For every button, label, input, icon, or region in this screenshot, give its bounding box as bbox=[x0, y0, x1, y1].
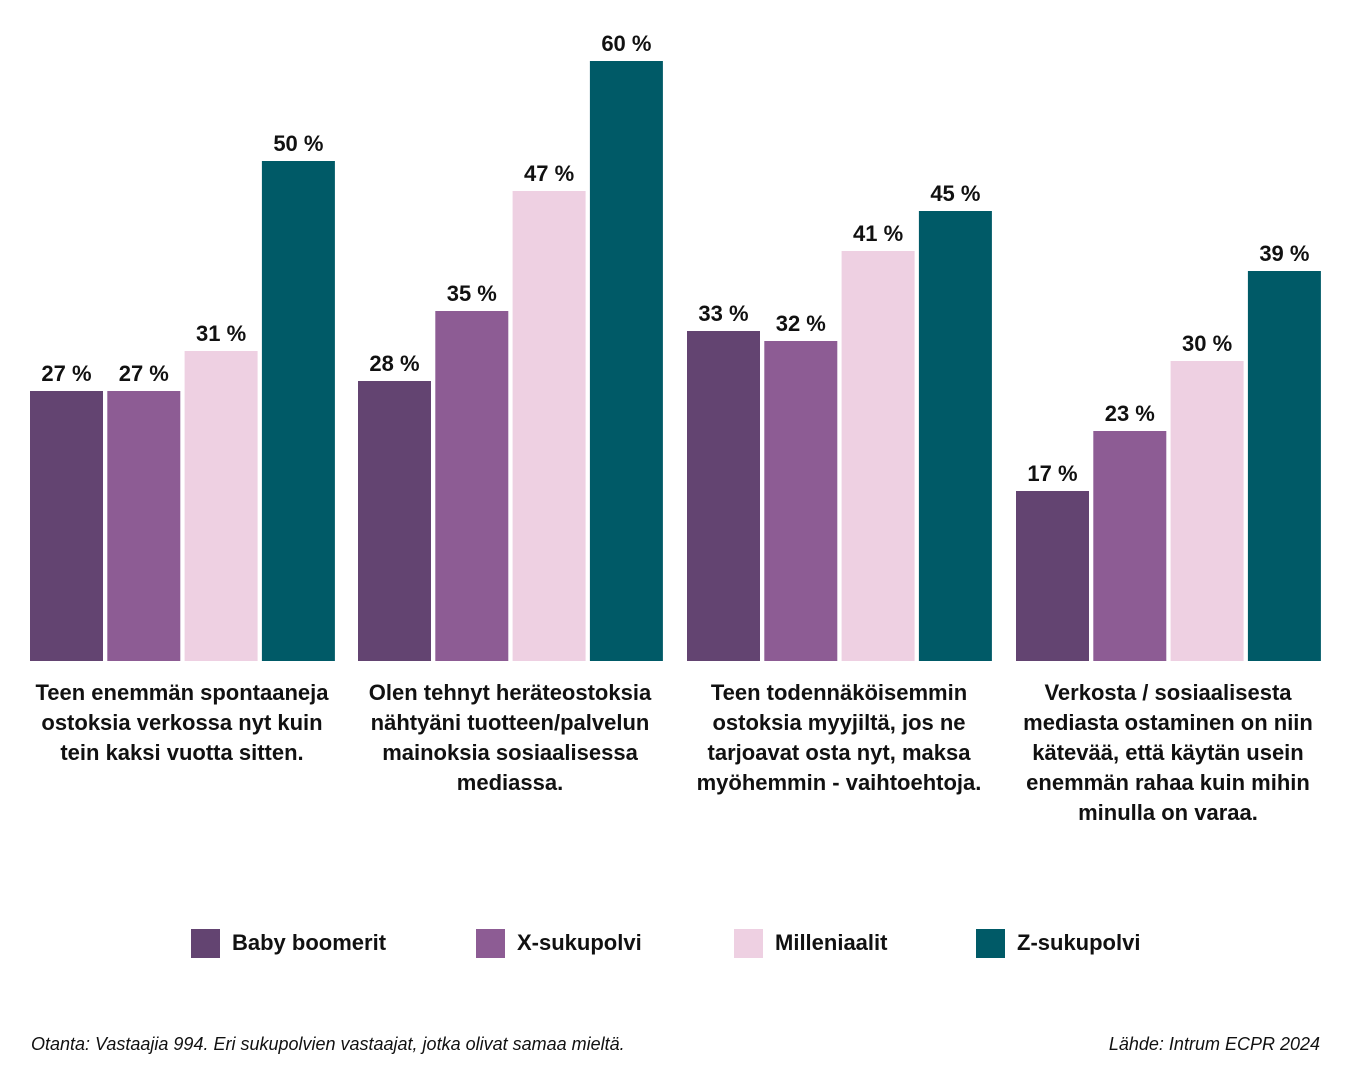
legend: Baby boomerit X-sukupolvi Milleniaalit Z… bbox=[0, 928, 1350, 958]
bar-z-sukupolvi-cat1 bbox=[261, 161, 335, 661]
legend-label: Baby boomerit bbox=[232, 930, 387, 955]
source-note: Lähde: Intrum ECPR 2024 bbox=[1108, 1034, 1320, 1054]
data-label: 60 % bbox=[601, 31, 651, 56]
bar-baby-boomerit-cat3 bbox=[687, 331, 760, 661]
data-label: 30 % bbox=[1182, 331, 1232, 356]
legend-swatch bbox=[476, 928, 505, 958]
data-label: 35 % bbox=[447, 281, 497, 306]
data-label: 45 % bbox=[930, 181, 980, 206]
data-label: 41 % bbox=[853, 221, 903, 246]
legend-item-baby-boomerit: Baby boomerit bbox=[191, 928, 386, 958]
data-label: 32 % bbox=[776, 311, 826, 336]
data-label: 27 % bbox=[41, 361, 91, 386]
legend-item-z-sukupolvi: Z-sukupolvi bbox=[976, 928, 1140, 958]
data-label: 23 % bbox=[1105, 401, 1155, 426]
bar-x-sukupolvi-cat4 bbox=[1093, 431, 1167, 661]
category-label-4: Verkosta / sosiaalisesta mediasta ostami… bbox=[1023, 680, 1313, 825]
data-label: 27 % bbox=[119, 361, 169, 386]
bar-chart: 27 % 27 % 31 % 50 % 28 % 35 % 47 % 60 % 33 % 32 %… bbox=[30, 31, 1321, 661]
legend-swatch bbox=[191, 928, 220, 958]
category-label-1: Teen enemmän spontaaneja ostoksia verkos… bbox=[35, 680, 329, 765]
bar-x-sukupolvi-cat3 bbox=[764, 341, 838, 661]
legend-item-x-sukupolvi: X-sukupolvi bbox=[476, 928, 642, 958]
bar-z-sukupolvi-cat4 bbox=[1247, 271, 1321, 661]
legend-item-milleniaalit: Milleniaalit bbox=[734, 928, 887, 958]
bar-z-sukupolvi-cat3 bbox=[918, 211, 992, 661]
bar-baby-boomerit-cat4 bbox=[1016, 491, 1089, 661]
legend-swatch bbox=[976, 928, 1005, 958]
bar-x-sukupolvi-cat1 bbox=[107, 391, 181, 661]
legend-label: Z-sukupolvi bbox=[1017, 930, 1141, 955]
data-label: 28 % bbox=[369, 351, 419, 376]
data-label: 33 % bbox=[698, 301, 748, 326]
data-label: 31 % bbox=[196, 321, 246, 346]
bar-milleniaalit-cat4 bbox=[1170, 361, 1244, 661]
legend-swatch bbox=[734, 928, 763, 958]
sample-note: Otanta: Vastaajia 994. Eri sukupolvien v… bbox=[31, 1034, 625, 1054]
category-label-2: Olen tehnyt heräteostoksia nähtyäni tuot… bbox=[368, 680, 652, 795]
bar-milleniaalit-cat2 bbox=[512, 191, 586, 661]
data-label: 17 % bbox=[1027, 461, 1077, 486]
legend-label: Milleniaalit bbox=[775, 930, 888, 955]
data-label: 47 % bbox=[524, 161, 574, 186]
legend-label: X-sukupolvi bbox=[517, 930, 642, 955]
bar-milleniaalit-cat1 bbox=[184, 351, 258, 661]
category-label-3: Teen todennäköisemmin ostoksia myyjiltä,… bbox=[696, 680, 982, 795]
data-label: 39 % bbox=[1259, 241, 1309, 266]
data-label: 50 % bbox=[273, 131, 323, 156]
bar-baby-boomerit-cat2 bbox=[358, 381, 431, 661]
bar-x-sukupolvi-cat2 bbox=[435, 311, 509, 661]
bar-z-sukupolvi-cat2 bbox=[589, 61, 663, 661]
bar-baby-boomerit-cat1 bbox=[30, 391, 103, 661]
bar-milleniaalit-cat3 bbox=[841, 251, 915, 661]
